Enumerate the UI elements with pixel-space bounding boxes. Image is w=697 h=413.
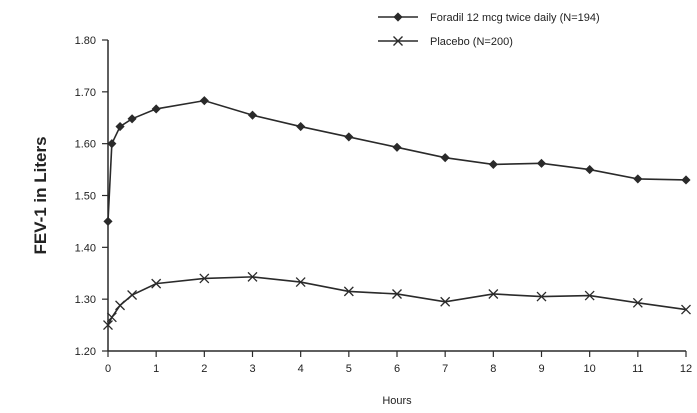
data-point [199, 96, 209, 106]
x-tick-label: 11 [632, 363, 643, 375]
data-point [488, 159, 498, 169]
data-point [115, 121, 125, 132]
legend-label: Foradil 12 mcg twice daily (N=194) [430, 12, 600, 24]
y-tick-label: 1.80 [75, 35, 96, 47]
y-tick-label: 1.30 [75, 294, 96, 306]
legend-label: Placebo (N=200) [430, 36, 513, 48]
data-point [103, 216, 113, 226]
data-point [103, 320, 113, 331]
data-point [633, 174, 643, 184]
data-point [127, 290, 138, 300]
series-foradil [103, 96, 691, 226]
data-point [115, 300, 126, 311]
data-point [536, 291, 547, 302]
x-tick-label: 8 [490, 363, 496, 375]
x-tick-label: 7 [442, 363, 448, 375]
legend-item: Placebo (N=200) [378, 36, 513, 48]
axes: 1.201.301.401.501.601.701.800 1 2 3 4 5 6 7 8 9 10… [75, 35, 693, 375]
x-axis-title: Hours [382, 395, 412, 407]
y-tick-label: 1.60 [75, 139, 96, 151]
y-tick-label: 1.40 [75, 242, 96, 254]
y-tick-label: 1.50 [75, 191, 96, 203]
data-point [295, 277, 306, 288]
data-point [127, 114, 137, 124]
data-point [199, 273, 210, 284]
data-point [344, 132, 354, 142]
y-tick-label: 1.70 [75, 87, 96, 99]
data-point [632, 297, 643, 308]
x-tick-label: 0 [105, 363, 111, 375]
data-point [296, 121, 306, 132]
x-tick-label: 12 [680, 363, 692, 375]
data-point [536, 158, 547, 168]
data-point [681, 304, 691, 315]
data-point [247, 271, 258, 282]
legend-marker [393, 36, 403, 46]
x-tick-label: 10 [584, 363, 596, 375]
y-tick-label: 1.20 [75, 346, 96, 358]
x-tick-label: 6 [394, 363, 400, 375]
data-point [488, 289, 499, 299]
x-tick-label: 2 [201, 363, 207, 375]
legend: Foradil 12 mcg twice daily (N=194) Placeb… [378, 12, 600, 48]
data-point [585, 165, 595, 175]
data-point [440, 296, 451, 307]
series-layer [103, 96, 691, 331]
data-point [106, 312, 117, 323]
data-point [681, 175, 691, 185]
data-point [440, 153, 450, 163]
series-line [107, 99, 687, 222]
data-point [392, 289, 402, 299]
y-axis-title: FEV-1 in Liters [31, 136, 50, 254]
data-point [107, 139, 117, 149]
x-tick-label: 5 [346, 363, 352, 375]
data-point [584, 290, 595, 301]
series-placebo [103, 271, 691, 331]
x-tick-label: 1 [153, 363, 159, 375]
data-point [247, 110, 258, 120]
data-point [392, 142, 402, 152]
x-tick-label: 4 [298, 363, 304, 375]
series-line [107, 276, 687, 326]
legend-item: Foradil 12 mcg twice daily (N=194) [378, 12, 600, 24]
data-point [151, 104, 161, 114]
x-tick-label: 9 [538, 363, 544, 375]
data-point [151, 278, 162, 289]
legend-marker [393, 12, 403, 22]
x-tick-label: 3 [249, 363, 255, 375]
data-point [343, 286, 354, 297]
